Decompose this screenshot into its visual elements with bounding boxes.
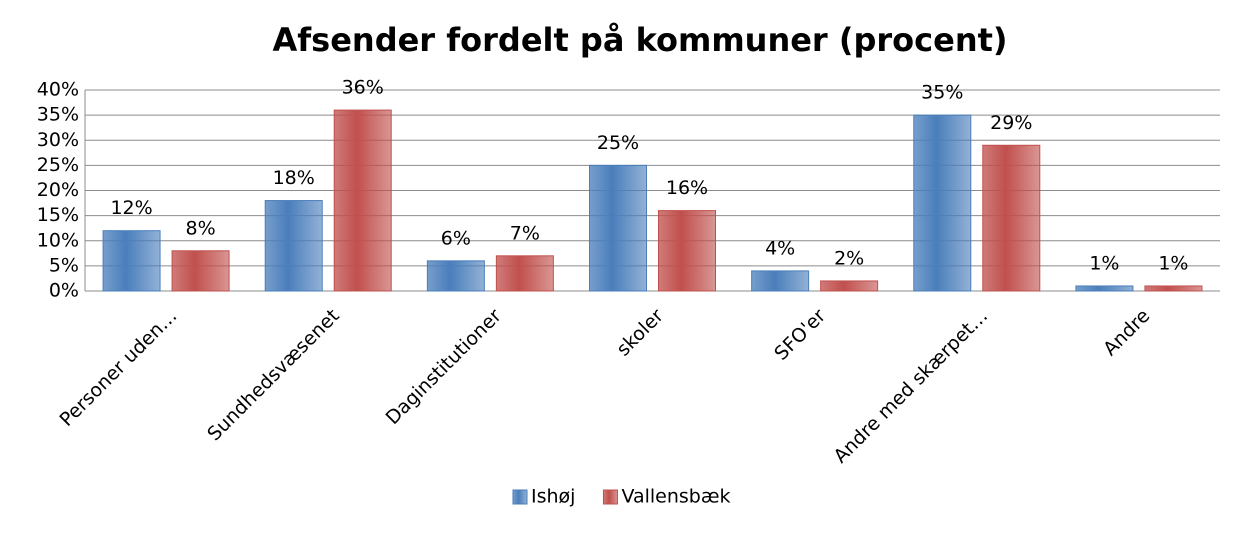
bar — [1075, 285, 1134, 292]
x-tick-label: Andre — [1099, 305, 1154, 360]
y-tick-label: 30% — [37, 129, 79, 151]
y-tick-label: 40% — [37, 79, 79, 101]
bar — [264, 200, 323, 292]
data-label: 7% — [510, 222, 540, 244]
legend-label: Vallensbæk — [621, 486, 730, 508]
data-label: 29% — [990, 112, 1032, 134]
bar — [820, 280, 879, 292]
y-tick-label: 35% — [37, 104, 79, 126]
bar — [751, 270, 810, 292]
y-tick-label: 5% — [49, 254, 79, 276]
bar — [171, 250, 230, 292]
bar — [426, 260, 485, 292]
data-label: 2% — [834, 247, 864, 269]
data-label: 12% — [110, 197, 152, 219]
x-tick-label: SFO'er — [770, 305, 830, 365]
data-label: 25% — [597, 132, 639, 154]
x-tick-label: Sundhedsvæsenet — [203, 305, 343, 445]
data-label: 1% — [1158, 252, 1188, 274]
bar — [495, 255, 554, 292]
bar — [982, 144, 1041, 292]
bar — [1144, 285, 1203, 292]
data-label: 16% — [666, 177, 708, 199]
data-label: 35% — [921, 82, 963, 104]
y-tick-label: 20% — [37, 179, 79, 201]
x-tick-label: Personer uden… — [55, 305, 181, 431]
bar — [102, 230, 161, 292]
chart-title: Afsender fordelt på kommuner (procent) — [272, 21, 1007, 59]
y-tick-label: 25% — [37, 154, 79, 176]
x-tick-label: Andre med skærpet… — [830, 305, 993, 468]
bar — [658, 210, 716, 292]
legend-swatch — [512, 489, 528, 505]
data-label: 1% — [1089, 252, 1119, 274]
y-tick-label: 15% — [37, 204, 79, 226]
data-label: 6% — [441, 227, 471, 249]
y-tick-label: 10% — [37, 229, 79, 251]
bar — [589, 164, 647, 292]
legend-label: Ishøj — [531, 486, 575, 508]
x-tick-label: skoler — [612, 305, 668, 361]
data-label: 36% — [342, 77, 384, 99]
data-label: 4% — [765, 237, 795, 259]
data-label: 8% — [185, 217, 215, 239]
bar — [913, 114, 972, 292]
bar — [333, 109, 392, 292]
x-tick-label: Daginstitutioner — [382, 305, 506, 429]
y-tick-label: 0% — [49, 280, 79, 302]
data-label: 18% — [273, 167, 315, 189]
legend-swatch — [602, 489, 618, 505]
